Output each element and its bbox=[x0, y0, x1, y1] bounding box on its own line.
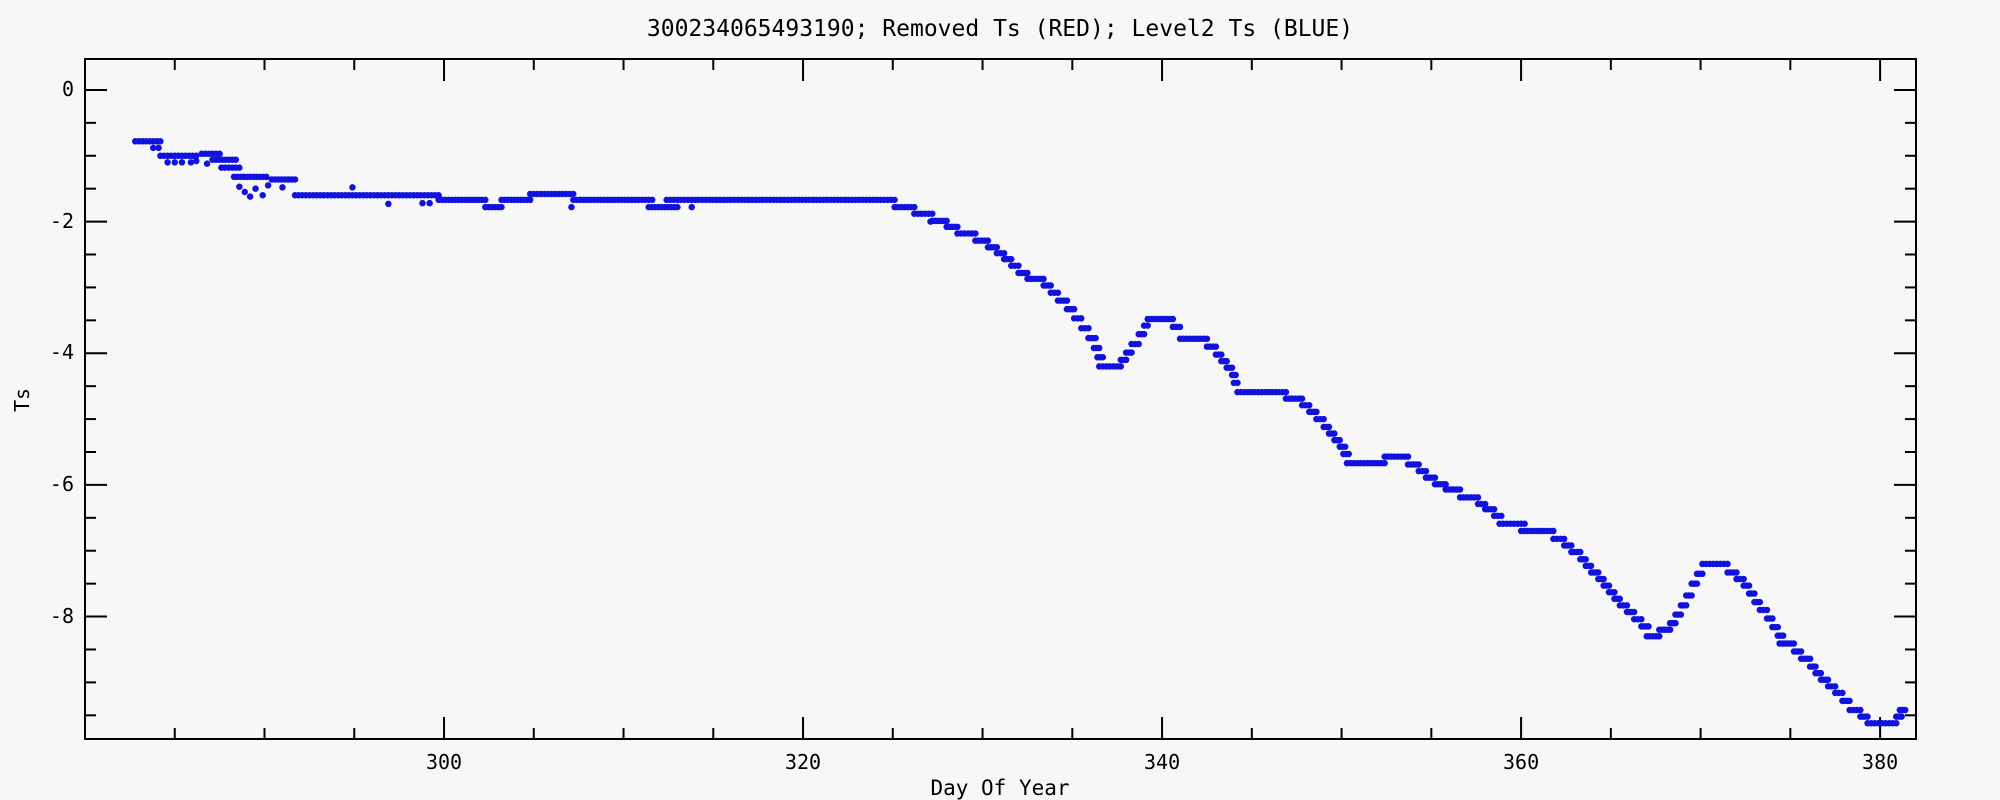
y-tick-label-0: 0 bbox=[61, 76, 74, 101]
x-tick-label-360: 360 bbox=[1503, 750, 1540, 774]
y-tick-label--2: -2 bbox=[49, 208, 74, 233]
x-tick-label-300: 300 bbox=[425, 750, 463, 774]
y-axis-title: Ts bbox=[10, 387, 34, 413]
y-tick-label--6: -6 bbox=[49, 471, 74, 496]
x-axis-title: Day Of Year bbox=[930, 776, 1070, 800]
y-tick-label--4: -4 bbox=[49, 340, 74, 365]
x-tick-label-380: 380 bbox=[1862, 750, 1899, 774]
axes-frame bbox=[84, 58, 1917, 740]
series-level2-ts bbox=[132, 138, 1909, 727]
y-tick-label--8: -8 bbox=[49, 603, 74, 628]
x-tick-label-320: 320 bbox=[784, 750, 822, 774]
y-axis-ticks bbox=[85, 88, 1916, 717]
chart-title: 300234065493190; Removed Ts (RED); Level… bbox=[646, 16, 1354, 42]
x-tick-label-340: 340 bbox=[1143, 750, 1181, 774]
x-axis-ticks bbox=[173, 59, 1882, 739]
